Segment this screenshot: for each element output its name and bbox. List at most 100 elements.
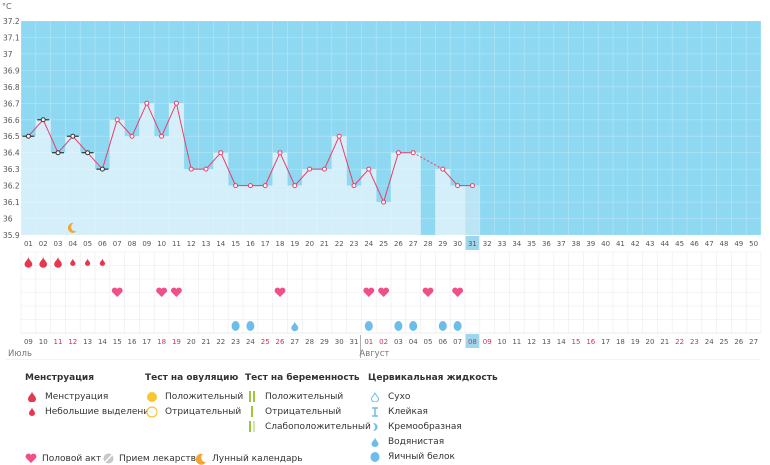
calendar-date-label: 16 — [128, 338, 137, 346]
legend-item: Слабоположительный — [265, 421, 371, 432]
calendar-date-label: 31 — [350, 338, 359, 346]
legend-item: Сухо — [388, 391, 411, 402]
sticky-icon — [368, 406, 382, 417]
calendar-date-label: 25 — [720, 338, 729, 346]
double-line-icon — [245, 391, 259, 402]
today-date-highlight — [465, 334, 480, 348]
y-tick-label: 35.9 — [3, 231, 20, 240]
x-tick-label: 07 — [113, 240, 122, 248]
x-tick-label: 13 — [202, 240, 211, 248]
legend-item: Положительный — [265, 391, 344, 402]
x-tick-label: 08 — [128, 240, 137, 248]
small-drop-icon — [25, 407, 39, 416]
x-tick-label: 01 — [24, 240, 33, 248]
temperature-bar — [80, 152, 95, 235]
temperature-bar — [169, 103, 184, 235]
heart-icon — [156, 287, 168, 297]
calendar-date-label: 13 — [542, 338, 551, 346]
calendar-date-label: 26 — [276, 338, 285, 346]
heart-icon — [274, 287, 286, 297]
egg-white-icon — [364, 321, 373, 331]
x-tick-label: 46 — [690, 240, 699, 248]
calendar-date-label: 19 — [631, 338, 640, 346]
temperature-bar — [376, 202, 391, 235]
x-tick-label: 45 — [675, 240, 684, 248]
calendar-date-label: 02 — [379, 338, 388, 346]
calendar-date-label: 15 — [572, 338, 581, 346]
single-line-icon — [245, 406, 259, 417]
temperature-bar — [450, 185, 465, 235]
temperature-bar — [35, 119, 51, 235]
x-tick-label: 26 — [394, 240, 403, 248]
egg-white-icon — [246, 321, 255, 331]
creamy-icon — [368, 422, 382, 432]
legend-title-fluid: Цервикальная жидкость — [368, 373, 498, 383]
watery-icon — [368, 436, 382, 447]
calendar-date-label: 01 — [364, 338, 373, 346]
temperature-bar — [465, 185, 480, 235]
y-tick-label: 36.7 — [3, 99, 20, 108]
calendar-date-label: 23 — [231, 338, 240, 346]
temperature-point — [129, 133, 135, 139]
calendar-date-label: 26 — [734, 338, 743, 346]
calendar-date-label: 30 — [335, 338, 344, 346]
temperature-point — [159, 133, 165, 139]
temperature-point — [114, 117, 120, 123]
y-tick-label: 36.6 — [3, 116, 20, 125]
y-tick-label: 36.1 — [3, 198, 20, 207]
spotting-drop-icon — [70, 258, 76, 266]
legend-title-pregnancy: Тест на беременность — [245, 373, 360, 383]
temperature-point — [70, 133, 76, 139]
calendar-date-label: 24 — [705, 338, 714, 346]
heart-icon — [378, 287, 390, 297]
x-tick-label: 17 — [261, 240, 270, 248]
spotting-drop-icon — [84, 258, 91, 266]
temperature-point — [455, 183, 461, 189]
month-label: Август — [359, 349, 389, 359]
legend-menstruation: Менструация Менструация Небольшие выделе… — [25, 373, 155, 419]
negative-circle-icon — [145, 405, 159, 418]
x-tick-label: 42 — [631, 240, 640, 248]
y-tick-label: 37.2 — [3, 17, 20, 26]
x-tick-label: 11 — [172, 240, 181, 248]
today-bar — [465, 185, 480, 235]
temperature-bar — [198, 169, 214, 235]
temperature-bar — [213, 152, 229, 235]
x-tick-label: 38 — [572, 240, 581, 248]
calendar-date-label: 22 — [675, 338, 684, 346]
calendar-date-label: 18 — [616, 338, 625, 346]
temperature-bar — [50, 152, 66, 235]
y-tick-label: 36.8 — [3, 83, 20, 92]
legend-item: Отрицательный — [165, 406, 242, 417]
legend-pregnancy: Тест на беременность Положительный Отриц… — [245, 373, 371, 434]
x-tick-label: 18 — [276, 240, 285, 248]
x-tick-label: 23 — [350, 240, 359, 248]
calendar-date-label: 17 — [601, 338, 610, 346]
y-tick-label: 36.2 — [3, 182, 20, 191]
temperature-point — [336, 133, 342, 139]
x-tick-label: 16 — [246, 240, 255, 248]
calendar-date-label: 08 — [468, 338, 477, 346]
temperature-bar — [243, 185, 258, 235]
calendar-date-label: 12 — [527, 338, 536, 346]
x-tick-label: 27 — [409, 240, 418, 248]
heart-icon — [111, 287, 123, 297]
heart-icon — [363, 287, 375, 297]
calendar-date-label: 09 — [483, 338, 492, 346]
legend-item: Прием лекарств — [119, 453, 196, 464]
legend-fluid: Цервикальная жидкость Сухо Клейкая Кремо… — [368, 373, 498, 464]
today-highlight — [465, 236, 480, 250]
temperature-bar — [435, 169, 451, 235]
calendar-date-label: 14 — [557, 338, 566, 346]
temperature-bar — [346, 185, 362, 235]
temperature-point — [351, 183, 357, 189]
temperature-bar — [272, 152, 288, 235]
egg-white-icon — [453, 321, 462, 331]
x-tick-label: 36 — [542, 240, 551, 248]
temperature-bar — [391, 152, 406, 235]
temperature-point — [440, 166, 446, 172]
calendar-date-label: 05 — [424, 338, 433, 346]
calendar-date-label: 10 — [39, 338, 48, 346]
calendar-date-label: 20 — [646, 338, 655, 346]
x-tick-label: 37 — [557, 240, 566, 248]
